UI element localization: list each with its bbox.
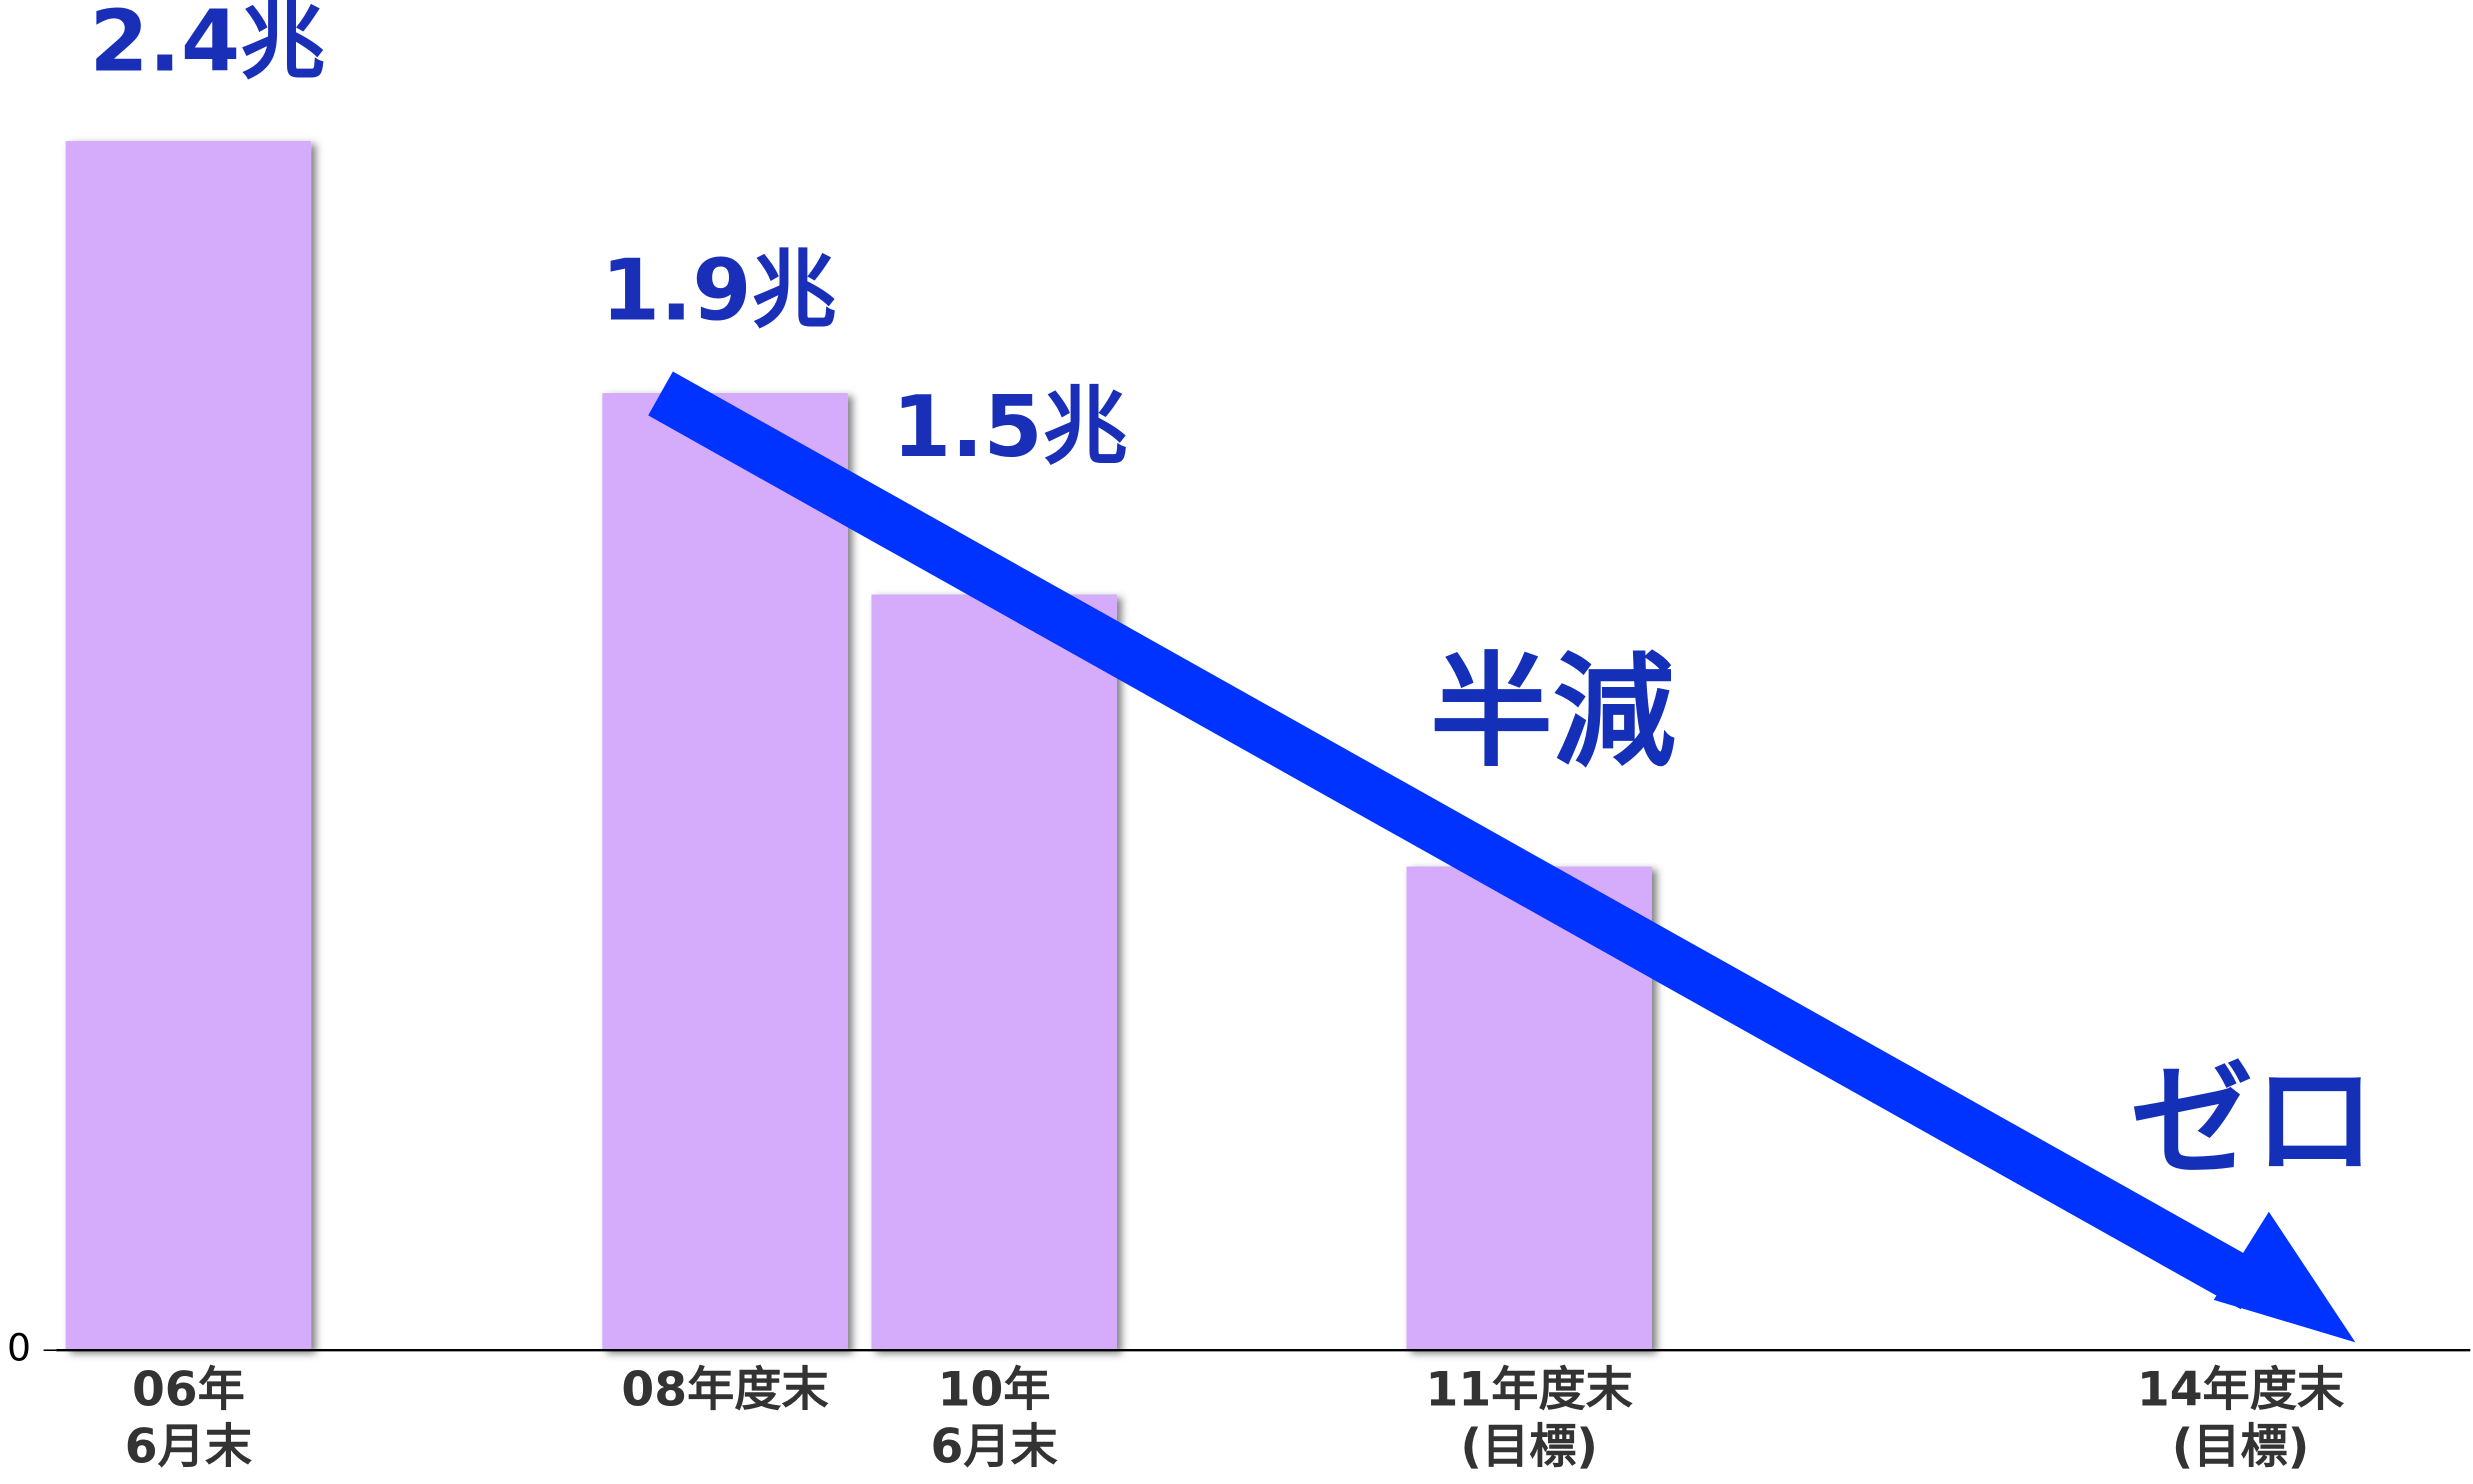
value-label: 1.5兆 xyxy=(892,378,1128,477)
value-label: 1.9兆 xyxy=(601,241,837,340)
annotation: 半減 xyxy=(1430,640,1675,783)
x-tick-label: 08年度末 xyxy=(621,1363,829,1418)
bar xyxy=(65,141,312,1351)
bar xyxy=(871,594,1117,1351)
trend-arrow xyxy=(648,371,2356,1343)
x-tick-label: 14年度末(目標) xyxy=(2137,1363,2345,1475)
y-tick-label: 0 xyxy=(7,1326,31,1370)
x-tick-label: 11年度末(目標) xyxy=(1426,1363,1634,1475)
x-tick-label: 10年 6月末 xyxy=(931,1363,1059,1475)
bar xyxy=(602,392,848,1351)
annotation: ゼロ xyxy=(2130,1050,2375,1193)
x-tick-label: 06年 6月末 xyxy=(125,1363,253,1475)
value-label: 2.4兆 xyxy=(90,0,326,92)
